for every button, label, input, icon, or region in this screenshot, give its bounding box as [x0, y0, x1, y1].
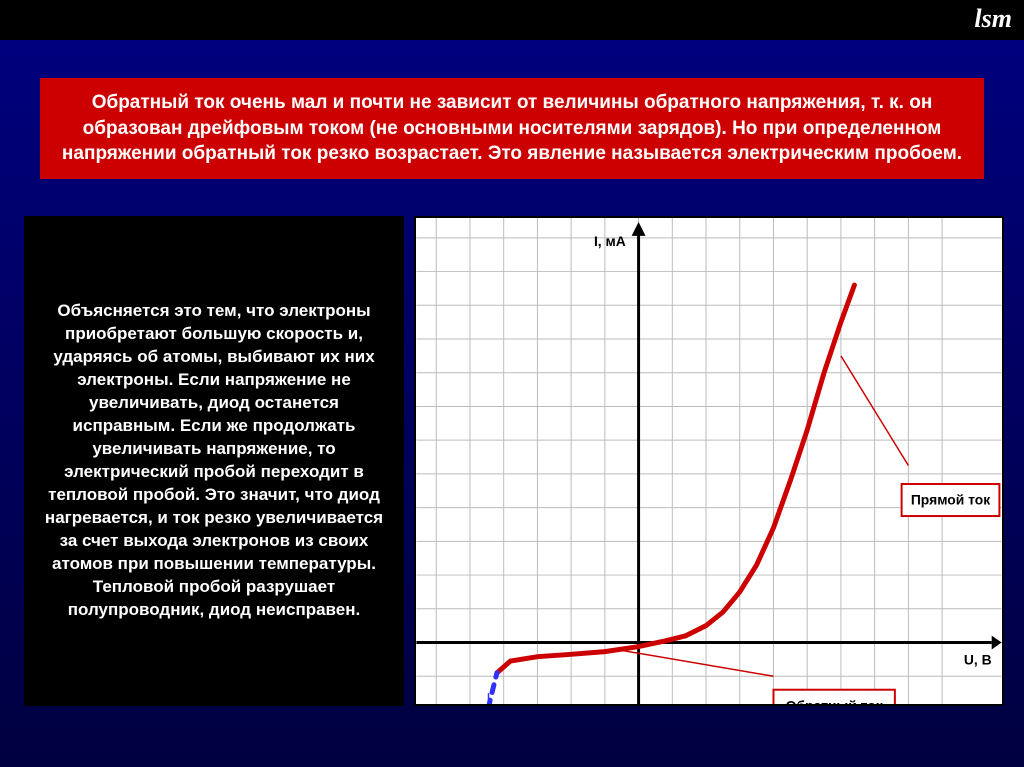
logo: lsm — [974, 4, 1012, 34]
chart-svg: I, мАU, ВПрямой токОбратный токПробой — [416, 218, 1002, 704]
iv-chart: I, мАU, ВПрямой токОбратный токПробой — [414, 216, 1004, 706]
explanation-panel: Объясняется это тем, что электроны приоб… — [24, 216, 404, 706]
top-bar: lsm — [0, 0, 1024, 40]
svg-text:U, В: U, В — [964, 651, 992, 667]
main-banner: Обратный ток очень мал и почти не зависи… — [40, 78, 984, 179]
svg-text:Обратный ток: Обратный ток — [786, 697, 883, 704]
svg-text:I, мА: I, мА — [594, 233, 626, 249]
explanation-text: Объясняется это тем, что электроны приоб… — [36, 300, 392, 621]
svg-text:Прямой ток: Прямой ток — [911, 492, 990, 508]
